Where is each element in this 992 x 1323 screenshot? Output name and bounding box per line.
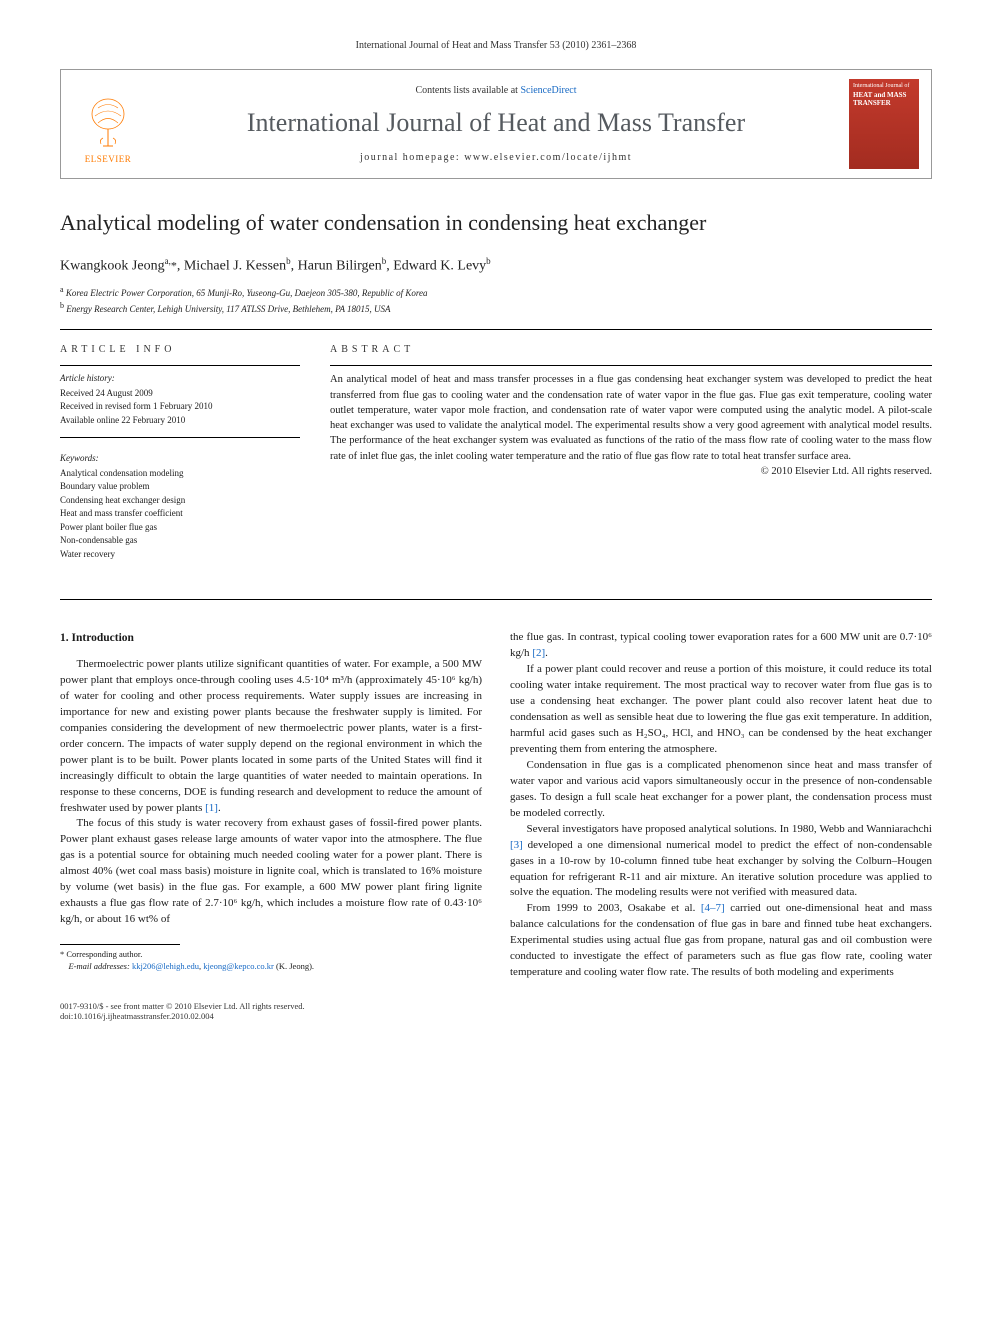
author-3: Harun Bilirgen <box>298 258 382 273</box>
sciencedirect-link[interactable]: ScienceDirect <box>520 85 576 96</box>
ref-link-2[interactable]: [2] <box>532 647 545 659</box>
p6a-text: From 1999 to 2003, Osakabe et al. <box>527 902 701 914</box>
author-1: Kwangkook Jeong <box>60 258 165 273</box>
p5a-text: Several investigators have proposed anal… <box>527 823 933 835</box>
footer-front-matter: 0017-9310/$ - see front matter © 2010 El… <box>60 1001 305 1011</box>
elsevier-tree-icon <box>83 96 133 151</box>
page-footer: 0017-9310/$ - see front matter © 2010 El… <box>60 1001 932 1021</box>
author-4: Edward K. Levy <box>393 258 486 273</box>
author-3-aff: b <box>382 256 387 266</box>
abstract-column: abstract An analytical model of heat and… <box>330 344 932 585</box>
contents-prefix: Contents lists available at <box>415 85 520 96</box>
history-head: Article history: <box>60 372 300 386</box>
author-line: Kwangkook Jeonga,*, Michael J. Kessenb, … <box>60 256 932 275</box>
author-2: Michael J. Kessen <box>184 258 286 273</box>
email-link-2[interactable]: kjeong@kepco.co.kr <box>203 961 274 971</box>
article-info-column: article info Article history: Received 2… <box>60 344 300 585</box>
info-rule <box>60 365 300 366</box>
history-online: Available online 22 February 2010 <box>60 414 300 428</box>
ref-link-4-7[interactable]: [4–7] <box>701 902 725 914</box>
ref-link-1[interactable]: [1] <box>205 802 218 814</box>
article-title: Analytical modeling of water condensatio… <box>60 209 932 238</box>
keyword-3: Condensing heat exchanger design <box>60 494 300 508</box>
corresponding-note: * Corresponding author. <box>60 949 482 961</box>
footnotes: * Corresponding author. E-mail addresses… <box>60 949 482 973</box>
para-6: From 1999 to 2003, Osakabe et al. [4–7] … <box>510 901 932 981</box>
homepage-url: www.elsevier.com/locate/ijhmt <box>464 152 632 163</box>
keywords-head: Keywords: <box>60 452 300 466</box>
email-line: E-mail addresses: kkj206@lehigh.edu, kje… <box>60 961 482 973</box>
para-2b: the flue gas. In contrast, typical cooli… <box>510 630 932 662</box>
author-4-aff: b <box>486 256 491 266</box>
footnote-rule <box>60 944 180 945</box>
corresponding-star-icon: * <box>171 258 177 272</box>
abstract-rule <box>330 365 932 366</box>
abstract-copyright: © 2010 Elsevier Ltd. All rights reserved… <box>330 466 932 477</box>
keyword-2: Boundary value problem <box>60 480 300 494</box>
para-1: Thermoelectric power plants utilize sign… <box>60 657 482 816</box>
journal-header: ELSEVIER Contents lists available at Sci… <box>60 69 932 179</box>
history-revised: Received in revised form 1 February 2010 <box>60 400 300 414</box>
cover-title-text: HEAT and MASS TRANSFER <box>853 91 915 107</box>
ref-link-3[interactable]: [3] <box>510 839 523 851</box>
p1-end: . <box>218 802 221 814</box>
p1-text: Thermoelectric power plants utilize sign… <box>60 658 482 813</box>
keyword-4: Heat and mass transfer coefficient <box>60 507 300 521</box>
email-link-1[interactable]: kkj206@lehigh.edu <box>132 961 199 971</box>
para-2a: The focus of this study is water recover… <box>60 816 482 928</box>
history-received: Received 24 August 2009 <box>60 387 300 401</box>
elsevier-label: ELSEVIER <box>85 154 132 164</box>
running-head: International Journal of Heat and Mass T… <box>60 40 932 51</box>
elsevier-logo: ELSEVIER <box>73 84 143 164</box>
homepage-prefix: journal homepage: <box>360 152 464 163</box>
journal-homepage: journal homepage: www.elsevier.com/locat… <box>158 152 834 163</box>
abstract-label: abstract <box>330 344 932 355</box>
affiliations: a Korea Electric Power Corporation, 65 M… <box>60 284 932 315</box>
para-3: If a power plant could recover and reuse… <box>510 662 932 758</box>
keyword-7: Water recovery <box>60 548 300 562</box>
rule-top <box>60 329 932 330</box>
intro-heading: 1. Introduction <box>60 630 482 647</box>
journal-cover-thumbnail: International Journal of HEAT and MASS T… <box>849 79 919 169</box>
affiliation-a: Korea Electric Power Corporation, 65 Mun… <box>66 288 428 298</box>
article-info-label: article info <box>60 344 300 355</box>
p5b-text: developed a one dimensional numerical mo… <box>510 839 932 899</box>
rule-bottom <box>60 599 932 600</box>
journal-name: International Journal of Heat and Mass T… <box>158 108 834 138</box>
footer-doi: doi:10.1016/j.ijheatmasstransfer.2010.02… <box>60 1011 305 1021</box>
abstract-text: An analytical model of heat and mass tra… <box>330 372 932 463</box>
affiliation-b: Energy Research Center, Lehigh Universit… <box>66 304 390 314</box>
body-text: 1. Introduction Thermoelectric power pla… <box>60 630 932 981</box>
cover-top-text: International Journal of <box>853 83 915 89</box>
author-2-aff: b <box>286 256 291 266</box>
contents-available-line: Contents lists available at ScienceDirec… <box>158 85 834 96</box>
para-5: Several investigators have proposed anal… <box>510 822 932 902</box>
keyword-6: Non-condensable gas <box>60 534 300 548</box>
keywords-block: Keywords: Analytical condensation modeli… <box>60 452 300 571</box>
email-label: E-mail addresses: <box>69 961 132 971</box>
p2-end: . <box>545 647 548 659</box>
article-history: Article history: Received 24 August 2009… <box>60 372 300 438</box>
keyword-1: Analytical condensation modeling <box>60 467 300 481</box>
p2b-text: the flue gas. In contrast, typical cooli… <box>510 631 932 659</box>
email-tail: (K. Jeong). <box>274 961 314 971</box>
para-4: Condensation in flue gas is a complicate… <box>510 758 932 822</box>
keyword-5: Power plant boiler flue gas <box>60 521 300 535</box>
